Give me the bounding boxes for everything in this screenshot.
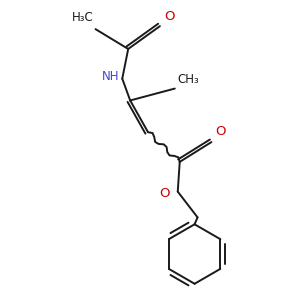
Text: O: O [215, 125, 226, 138]
Text: H₃C: H₃C [72, 11, 94, 24]
Text: NH: NH [102, 70, 119, 83]
Text: CH₃: CH₃ [178, 73, 200, 85]
Text: O: O [159, 187, 170, 200]
Text: O: O [164, 10, 174, 23]
